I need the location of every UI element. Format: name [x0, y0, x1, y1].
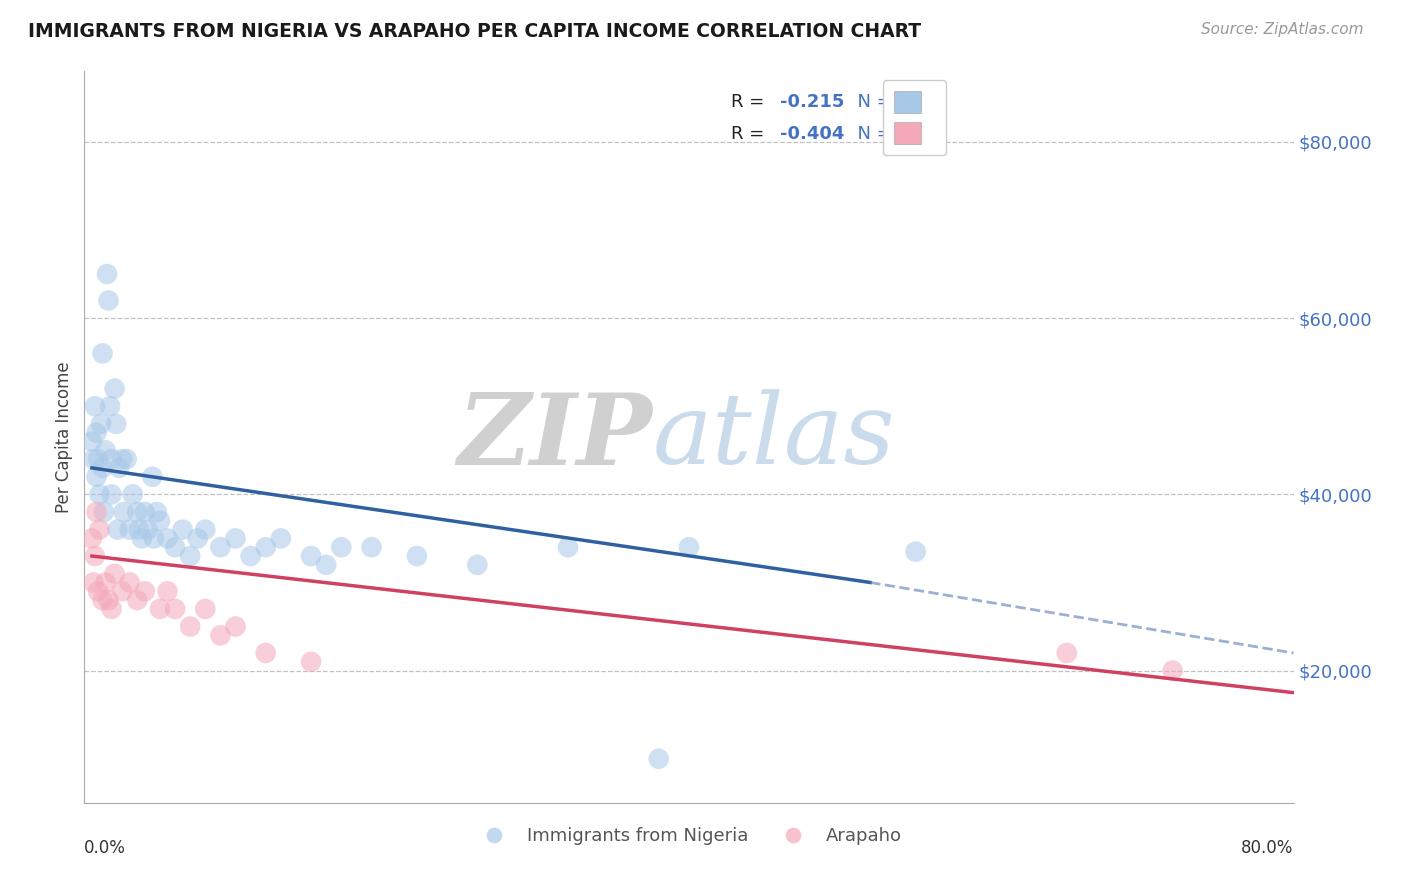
- Point: [97, 593, 120, 607]
- Point: [330, 540, 353, 554]
- Point: [100, 602, 122, 616]
- Point: [89, 523, 111, 537]
- Point: [84, 399, 107, 413]
- Point: [96, 267, 118, 281]
- Text: -0.215: -0.215: [780, 93, 844, 112]
- Point: [93, 505, 115, 519]
- Point: [141, 469, 163, 483]
- Point: [270, 532, 292, 546]
- Point: [87, 452, 110, 467]
- Point: [98, 399, 121, 413]
- Point: [127, 505, 149, 519]
- Text: N = 26: N = 26: [846, 125, 921, 143]
- Point: [94, 575, 117, 590]
- Point: [315, 558, 337, 572]
- Point: [172, 523, 194, 537]
- Point: [156, 584, 179, 599]
- Point: [194, 523, 217, 537]
- Point: [82, 452, 104, 467]
- Point: [131, 532, 153, 546]
- Text: ZIP: ZIP: [458, 389, 652, 485]
- Point: [225, 619, 247, 633]
- Point: [104, 382, 127, 396]
- Point: [146, 505, 169, 519]
- Legend: Immigrants from Nigeria, Arapaho: Immigrants from Nigeria, Arapaho: [470, 820, 908, 852]
- Text: atlas: atlas: [652, 390, 896, 484]
- Point: [118, 523, 141, 537]
- Point: [678, 540, 700, 554]
- Point: [134, 505, 156, 519]
- Point: [225, 532, 247, 546]
- Point: [87, 584, 110, 599]
- Text: Source: ZipAtlas.com: Source: ZipAtlas.com: [1201, 22, 1364, 37]
- Point: [142, 532, 165, 546]
- Point: [91, 593, 114, 607]
- Y-axis label: Per Capita Income: Per Capita Income: [55, 361, 73, 513]
- Point: [80, 434, 103, 449]
- Point: [118, 575, 141, 590]
- Point: [299, 549, 322, 563]
- Point: [194, 602, 217, 616]
- Point: [360, 540, 382, 554]
- Point: [115, 452, 138, 467]
- Point: [179, 619, 201, 633]
- Point: [1161, 664, 1184, 678]
- Point: [111, 452, 134, 467]
- Point: [557, 540, 579, 554]
- Point: [100, 487, 122, 501]
- Point: [82, 575, 104, 590]
- Text: 80.0%: 80.0%: [1241, 839, 1294, 857]
- Point: [299, 655, 322, 669]
- Point: [156, 532, 179, 546]
- Point: [149, 602, 172, 616]
- Point: [89, 487, 111, 501]
- Point: [187, 532, 209, 546]
- Point: [86, 425, 108, 440]
- Point: [80, 532, 103, 546]
- Text: -0.404: -0.404: [780, 125, 844, 143]
- Point: [467, 558, 489, 572]
- Point: [84, 549, 107, 563]
- Point: [97, 293, 120, 308]
- Point: [239, 549, 262, 563]
- Point: [648, 752, 671, 766]
- Point: [904, 544, 927, 558]
- Text: N = 55: N = 55: [846, 93, 921, 112]
- Text: 0.0%: 0.0%: [84, 839, 127, 857]
- Point: [406, 549, 429, 563]
- Point: [91, 346, 114, 360]
- Point: [209, 540, 232, 554]
- Point: [90, 417, 112, 431]
- Point: [86, 469, 108, 483]
- Point: [121, 487, 143, 501]
- Point: [86, 505, 108, 519]
- Point: [209, 628, 232, 642]
- Point: [94, 443, 117, 458]
- Point: [105, 417, 128, 431]
- Point: [127, 593, 149, 607]
- Text: R =: R =: [731, 93, 770, 112]
- Text: IMMIGRANTS FROM NIGERIA VS ARAPAHO PER CAPITA INCOME CORRELATION CHART: IMMIGRANTS FROM NIGERIA VS ARAPAHO PER C…: [28, 22, 921, 41]
- Point: [254, 540, 277, 554]
- Point: [136, 523, 159, 537]
- Point: [111, 584, 134, 599]
- Point: [1056, 646, 1078, 660]
- Point: [149, 514, 172, 528]
- Point: [128, 523, 150, 537]
- Point: [104, 566, 127, 581]
- Text: R =: R =: [731, 125, 770, 143]
- Point: [91, 461, 114, 475]
- Point: [254, 646, 277, 660]
- Point: [179, 549, 201, 563]
- Point: [112, 505, 135, 519]
- Point: [134, 584, 156, 599]
- Point: [100, 452, 122, 467]
- Point: [165, 540, 187, 554]
- Point: [108, 461, 131, 475]
- Point: [107, 523, 129, 537]
- Point: [165, 602, 187, 616]
